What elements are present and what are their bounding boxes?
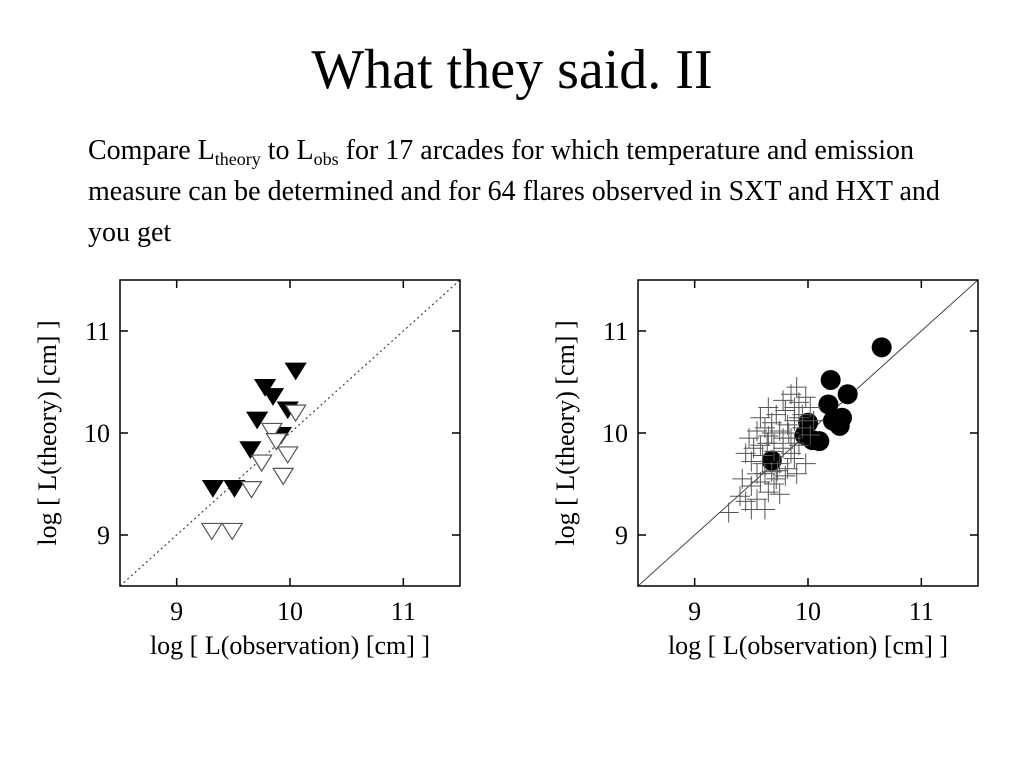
open-triangle-marker [221,522,244,541]
open-triangle-marker [265,433,288,451]
filled-triangle-marker [223,479,246,498]
plus-marker [730,486,750,507]
open-triangle-marker [240,481,263,499]
filled-circle-marker [820,369,841,390]
x-tick-label: 9 [170,597,183,626]
x-tick-label: 10 [277,597,303,626]
plus-marker [767,460,788,481]
plus-marker [747,420,767,441]
plus-marker [788,435,809,456]
open-triangle-marker [272,467,295,486]
y-tick-label: 10 [602,419,628,448]
plus-marker [775,400,796,421]
filled-triangle-marker [261,388,285,406]
subscript-theory: theory [214,149,261,169]
plus-marker [784,433,805,454]
body-text-part: Compare L [88,135,215,166]
y-tick-label: 11 [85,317,110,346]
plus-marker [766,468,787,489]
right-scatter-plot: 9 10 11 9 10 11 log [ L(observation) [cm] ] log… [551,279,979,660]
body-text-part: to L [260,135,314,166]
x-axis-label: log [ L(observation) [cm] ] [668,631,948,660]
filled-circle-marker [832,407,852,428]
plus-marker [741,499,762,520]
plus-marker [773,390,794,411]
filled-circle-marker [809,431,830,452]
y-axis-label: log [ L(theory) [cm] ] [33,320,62,545]
filled-triangle-marker [246,411,269,430]
plus-marker [757,433,778,454]
filled-triangle-marker [253,378,277,397]
plus-marker [800,397,821,418]
open-triangle-marker [260,422,283,441]
open-triangle-marker [250,454,273,473]
slide-body-text: Compare Ltheory to Lobs for 17 arcades f… [88,130,948,253]
plus-marker [803,410,824,431]
filled-circle-marker [798,412,818,433]
plus-marker [750,471,771,492]
subscript-obs: obs [313,149,339,169]
plus-marker [795,453,816,474]
plus-marker [735,443,756,464]
y-tick-label: 9 [615,521,628,550]
plus-marker [750,407,771,428]
x-axis-label: log [ L(observation) [cm] ] [150,631,430,660]
plus-marker [747,489,767,510]
plus-marker [761,423,782,443]
plus-marker [778,423,799,443]
plus-marker [775,465,796,486]
y-tick-label: 11 [603,317,628,346]
reference-line [120,280,460,586]
left-scatter-plot: 9 10 11 9 10 11 log [ L(observation) [cm] ] log… [33,279,461,660]
plus-marker [754,463,775,484]
open-triangle-marker [284,404,307,423]
y-axis-label: log [ L(theory) [cm] ] [551,320,580,545]
plus-marker [800,425,821,446]
open-triangle-marker [200,522,223,541]
plus-marker [781,443,801,464]
plot-frame [637,279,979,587]
slide-title: What they said. II [311,39,713,101]
filled-triangle-marker [239,441,262,459]
filled-triangle-marker [284,362,307,381]
plus-marker [741,451,762,472]
plot-frame [119,279,461,587]
plus-marker [743,438,764,459]
plus-marker [769,484,790,505]
filled-circle-marker [871,337,892,358]
plus-marker [786,377,807,398]
plus-marker [773,428,794,449]
body-text-part: for 17 arcades for which temperature and… [88,135,940,248]
plus-marker [752,453,773,474]
y-tick-label: 10 [84,419,110,448]
plus-marker [735,491,756,512]
plus-marker [732,468,753,489]
plus-marker [758,482,779,503]
x-tick-label: 11 [909,597,934,626]
plus-marker [764,474,784,494]
plus-marker [788,407,809,428]
x-tick-label: 10 [795,597,821,626]
plus-marker [758,397,779,418]
x-tick-label: 11 [391,597,416,626]
x-tick-label: 9 [688,597,701,626]
plus-marker [718,502,739,523]
plus-marker [795,387,816,408]
filled-circle-marker [837,384,858,405]
y-tick-label: 9 [97,521,110,550]
filled-circle-marker [818,394,839,415]
plus-marker [786,463,807,484]
filled-triangle-marker [201,479,225,498]
open-triangle-marker [276,446,299,465]
